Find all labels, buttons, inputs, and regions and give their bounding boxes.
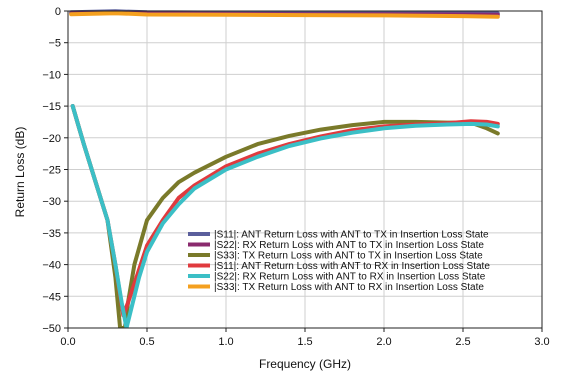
- legend-label: |S11|: ANT Return Loss with ANT to RX in…: [214, 261, 490, 272]
- x-tick-label: 0.0: [60, 336, 75, 348]
- y-axis-ticks: 0 −5 −10 −15 −20 −25 −30 −35 −40 −45 −50: [42, 6, 68, 335]
- y-tick-label: −50: [42, 323, 61, 335]
- x-tick-label: 2.5: [455, 336, 470, 348]
- y-tick-label: −40: [42, 260, 61, 272]
- x-tick-label: 2.0: [376, 336, 391, 348]
- y-tick-label: −5: [48, 38, 61, 50]
- y-axis-title: Return Loss (dB): [13, 127, 27, 218]
- x-tick-label: 0.5: [139, 336, 154, 348]
- legend-label: |S33|: TX Return Loss with ANT to TX in …: [214, 251, 483, 262]
- grid: [68, 11, 542, 328]
- x-tick-label: 3.0: [534, 336, 549, 348]
- legend: |S11|: ANT Return Loss with ANT to TX in…: [188, 230, 490, 293]
- legend-label: |S33|: TX Return Loss with ANT to RX in …: [214, 282, 484, 293]
- x-axis-title: Frequency (GHz): [259, 357, 351, 371]
- legend-label: |S22|: RX Return Loss with ANT to RX in …: [214, 272, 486, 283]
- y-tick-label: −30: [42, 196, 61, 208]
- x-tick-label: 1.5: [297, 336, 312, 348]
- y-tick-label: −20: [42, 133, 61, 145]
- y-tick-label: −10: [42, 69, 61, 81]
- y-tick-label: 0: [55, 6, 61, 18]
- y-tick-label: −15: [42, 101, 61, 113]
- series-line-5: [70, 104, 500, 328]
- series-line-6: [69, 11, 500, 19]
- y-tick-label: −25: [42, 165, 61, 177]
- legend-label: |S22|: RX Return Loss with ANT to TX in …: [214, 240, 484, 251]
- x-axis-ticks: 0.0 0.5 1.0 1.5 2.0 2.5 3.0: [60, 328, 550, 348]
- legend-label: |S11|: ANT Return Loss with ANT to TX in…: [214, 230, 489, 241]
- y-tick-label: −45: [42, 291, 61, 303]
- series-lines: [69, 9, 500, 328]
- y-tick-label: −35: [42, 228, 61, 240]
- x-tick-label: 1.0: [218, 336, 233, 348]
